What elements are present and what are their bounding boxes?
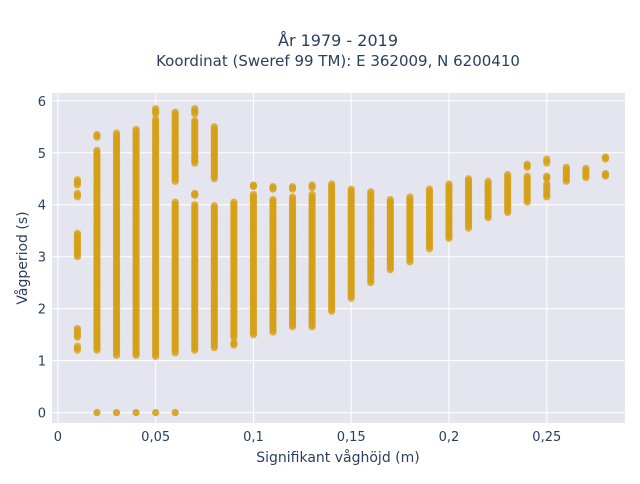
data-point [112, 409, 121, 417]
x-tick-label: 0,15 [337, 430, 366, 445]
y-tick-label: 5 [38, 147, 46, 162]
data-point [230, 338, 238, 347]
data-point [543, 180, 551, 188]
x-tick-label: 0,05 [141, 430, 170, 445]
data-point [152, 115, 160, 123]
data-point [230, 198, 238, 206]
data-point [543, 155, 551, 163]
data-point [308, 181, 316, 189]
y-tick-label: 3 [38, 251, 46, 266]
data-point [464, 175, 473, 183]
data-point [523, 172, 531, 180]
data-point [601, 169, 610, 178]
x-tick-label: 0,2 [439, 430, 460, 445]
data-point [601, 153, 610, 161]
data-point [171, 108, 179, 116]
y-tick-label: 2 [38, 303, 46, 318]
data-point [191, 189, 199, 197]
data-point [308, 190, 316, 198]
data-point [288, 182, 297, 191]
data-point [73, 342, 82, 350]
data-point [93, 130, 101, 139]
data-point [191, 104, 199, 113]
data-points [73, 104, 610, 417]
data-point [269, 195, 277, 204]
y-axis-ticks: 0 1 2 3 4 5 6 [38, 95, 46, 422]
data-point [504, 170, 512, 179]
y-tick-label: 1 [38, 355, 46, 370]
data-point [210, 202, 218, 210]
data-point [562, 163, 570, 171]
data-point [347, 185, 355, 193]
data-point [93, 146, 101, 154]
x-axis-label: Signifikant våghöjd (m) [256, 449, 419, 466]
data-point [171, 198, 179, 206]
data-point [249, 181, 258, 189]
data-point [386, 195, 394, 204]
data-point [132, 125, 140, 133]
y-tick-label: 6 [38, 95, 46, 110]
chart-title-line1: År 1979 - 2019 [278, 31, 398, 50]
data-point [328, 180, 336, 188]
data-point [582, 164, 590, 172]
data-point [269, 182, 277, 191]
data-point [191, 116, 199, 125]
data-point [406, 193, 414, 201]
data-point [249, 190, 258, 198]
data-point [152, 409, 160, 417]
chart-title-line2: Koordinat (Sweref 99 TM): E 362009, N 62… [156, 52, 520, 70]
data-point [210, 123, 218, 131]
data-point [523, 160, 531, 168]
data-point [152, 104, 160, 113]
plot-background [52, 93, 625, 423]
x-tick-label: 0 [54, 430, 62, 445]
data-point [543, 172, 551, 180]
data-point [132, 409, 140, 417]
data-point [73, 189, 82, 197]
data-point [112, 129, 121, 137]
data-point [171, 409, 179, 417]
x-tick-label: 0,1 [243, 430, 264, 445]
data-point [73, 176, 82, 184]
x-tick-label: 0,25 [532, 430, 561, 445]
data-point [73, 324, 82, 333]
data-point [93, 409, 101, 417]
x-axis-ticks: 0 0,05 0,1 0,15 0,2 0,25 [54, 430, 562, 445]
y-axis-label: Vågperiod (s) [14, 211, 31, 304]
data-point [425, 185, 434, 193]
data-point [367, 188, 375, 196]
data-point [73, 229, 82, 237]
data-point [191, 201, 199, 209]
y-tick-label: 0 [38, 407, 46, 422]
y-tick-label: 4 [38, 199, 46, 214]
data-point [445, 180, 453, 188]
data-point [484, 177, 492, 185]
data-point [288, 193, 297, 201]
